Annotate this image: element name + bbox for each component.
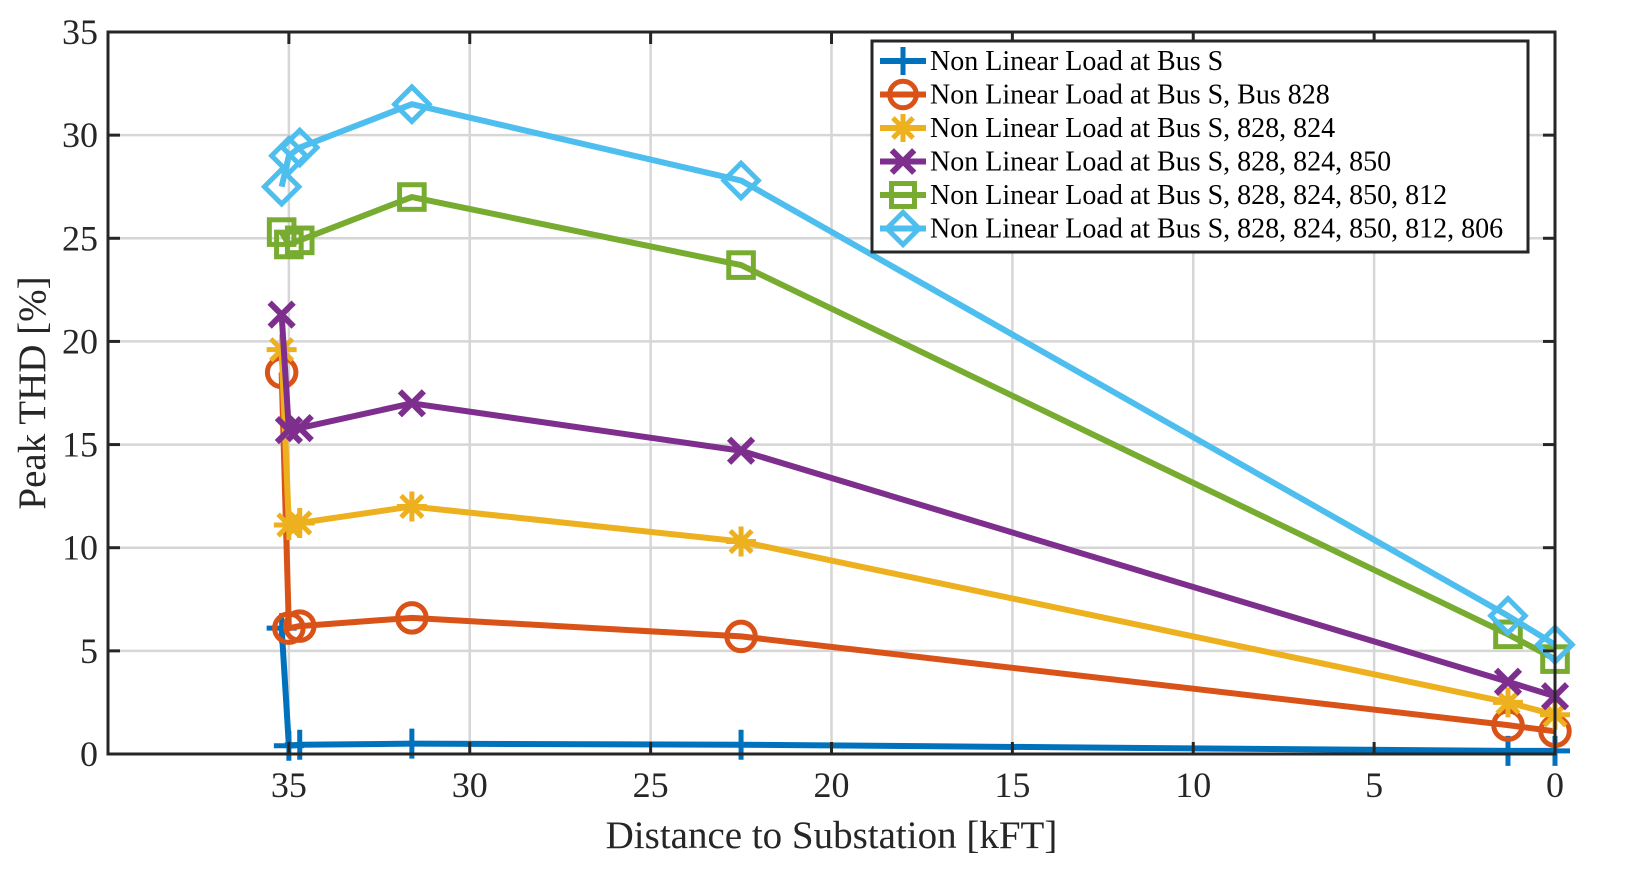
data-point-square (726, 250, 756, 280)
x-tick-label: 15 (994, 765, 1030, 805)
legend-label: Non Linear Load at Bus S, 828, 824 (930, 113, 1335, 144)
data-point-square (1493, 619, 1523, 650)
x-tick-label: 30 (452, 765, 488, 805)
series-6 (260, 83, 1576, 666)
data-point-x (397, 389, 426, 418)
y-axis-title: Peak THD [%] (11, 276, 54, 509)
data-point-circle (282, 609, 317, 643)
ticks: 35 30 25 20 15 10 5 0 0 5 10 15 20 25 30 35 (62, 12, 1564, 805)
y-tick-label: 35 (62, 12, 98, 52)
legend-item: Non Linear Load at Bus S, 828, 824, 850 (880, 147, 1391, 178)
data-point-diamond (391, 83, 433, 125)
series-line (279, 194, 1557, 662)
data-point-x (267, 300, 296, 329)
series-4 (267, 300, 1570, 711)
data-point-square (397, 182, 427, 212)
legend-box (870, 39, 1530, 254)
x-tick-label: 20 (814, 765, 850, 805)
y-tick-label: 15 (62, 425, 98, 465)
x-tick-label: 25 (633, 765, 669, 805)
data-point-star (396, 491, 427, 522)
legend-item: Non Linear Load at Bus S, 828, 824, 850,… (880, 208, 1503, 249)
data-point-circle (395, 601, 429, 635)
x-axis-title: Distance to Substation [kFT] (606, 814, 1058, 857)
data-point-square (889, 181, 917, 209)
x-tick-label: 0 (1546, 765, 1564, 805)
data-point-square (284, 225, 315, 256)
data-point-plus (889, 47, 917, 75)
data-point-diamond (1487, 595, 1529, 637)
data-point-x (726, 436, 756, 465)
legend-item: Non Linear Load at Bus S, Bus 828 (880, 78, 1330, 111)
data-point-x (1493, 667, 1523, 696)
x-tick-label: 5 (1365, 765, 1383, 805)
y-tick-label: 20 (62, 321, 98, 361)
y-tick-label: 0 (80, 734, 98, 774)
y-tick-label: 25 (62, 218, 98, 258)
data-point-circle (724, 619, 758, 654)
series-5 (266, 182, 1570, 674)
series-line (278, 314, 1556, 700)
y-tick-label: 5 (80, 631, 98, 671)
data-point-circle (887, 78, 919, 111)
series-line (278, 372, 1556, 735)
legend-label: Non Linear Load at Bus S (930, 46, 1223, 77)
data-point-diamond (278, 126, 321, 169)
y-tick-label: 30 (62, 115, 98, 155)
y-tick-label: 10 (62, 528, 98, 568)
series-line (278, 627, 1555, 754)
legend-item: Non Linear Load at Bus S (880, 46, 1223, 77)
data-point-diamond (268, 134, 310, 177)
legend-label: Non Linear Load at Bus S, 828, 824, 850 (930, 147, 1391, 178)
legend-label: Non Linear Load at Bus S, 828, 824, 850,… (930, 214, 1503, 245)
data-point-star (284, 507, 315, 538)
data-point-diamond (260, 165, 303, 208)
x-tick-label: 35 (271, 765, 307, 805)
data-point-star (726, 526, 757, 557)
data-point-diamond (720, 159, 762, 202)
legend-label: Non Linear Load at Bus S, 828, 824, 850,… (930, 180, 1447, 211)
data-point-star (1492, 687, 1523, 718)
x-tick-label: 10 (1175, 765, 1211, 805)
data-point-diamond (883, 208, 923, 249)
legend-item: Non Linear Load at Bus S, 828, 824, 850,… (880, 180, 1447, 211)
data-point-star (889, 114, 917, 142)
data-point-x (285, 413, 314, 443)
legend-label: Non Linear Load at Bus S, Bus 828 (930, 80, 1330, 111)
data-point-x (889, 148, 917, 175)
legend-item: Non Linear Load at Bus S, 828, 824 (880, 113, 1335, 144)
